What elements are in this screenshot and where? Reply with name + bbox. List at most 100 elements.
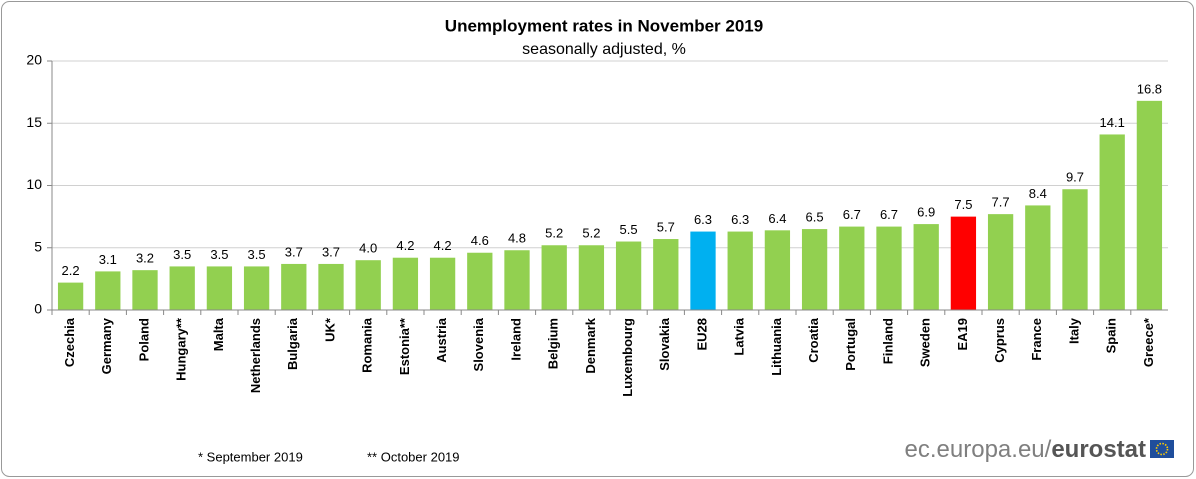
data-label: 5.2 (582, 226, 600, 241)
data-label: 4.0 (359, 241, 377, 256)
data-label: 3.5 (248, 247, 266, 262)
bar (690, 231, 716, 310)
data-label: 6.5 (806, 210, 824, 225)
data-label: 6.4 (768, 211, 786, 226)
x-tick-label: Estonia** (397, 317, 412, 375)
data-label: 6.3 (731, 212, 749, 227)
bar (132, 270, 158, 310)
bar (504, 250, 530, 310)
data-label: 16.8 (1137, 81, 1162, 96)
x-tick-label: Latvia (732, 317, 747, 355)
data-label: 14.1 (1100, 115, 1125, 130)
data-label: 3.5 (210, 247, 228, 262)
bar (876, 226, 902, 310)
data-label: 4.6 (471, 233, 489, 248)
data-label: 3.2 (136, 251, 154, 266)
x-tick-label: Italy (1066, 317, 1081, 344)
bar (281, 263, 307, 310)
x-tick-label: Cyprus (992, 318, 1007, 363)
data-label: 3.7 (322, 244, 340, 259)
source-brand: eurostat (1051, 436, 1146, 463)
eu-flag (1150, 440, 1174, 458)
x-tick-label: Greece* (1141, 317, 1156, 367)
bar (206, 266, 233, 310)
bar (839, 226, 865, 310)
x-tick-label: Hungary** (174, 317, 189, 381)
bar (57, 282, 84, 310)
bar (467, 252, 493, 310)
data-label: 5.2 (545, 226, 563, 241)
data-label: 5.5 (620, 222, 638, 237)
data-label: 3.7 (285, 244, 303, 259)
bar (169, 266, 195, 310)
bar (727, 231, 753, 310)
bar (801, 229, 828, 310)
x-tick-label: EA19 (955, 318, 970, 351)
bar (1062, 189, 1088, 310)
x-tick-label: Lithuania (769, 317, 784, 376)
data-label: 4.2 (396, 238, 414, 253)
data-label: 4.8 (508, 231, 526, 246)
y-tick-label: 15 (26, 114, 42, 130)
y-tick-label: 20 (26, 52, 42, 68)
chart-subtitle: seasonally adjusted, % (522, 41, 686, 58)
x-tick-label: Austria (434, 317, 449, 363)
bar (615, 241, 642, 310)
bar (913, 224, 939, 310)
y-tick-label: 5 (34, 238, 42, 254)
x-tick-label: Ireland (508, 318, 523, 361)
bar (578, 245, 605, 310)
bar (95, 271, 121, 310)
data-label: 6.9 (917, 205, 935, 220)
data-label: 7.5 (954, 197, 972, 212)
data-label: 4.2 (434, 238, 452, 253)
source-site: ec.europa.eu/ (905, 436, 1052, 463)
bar (1136, 100, 1163, 310)
x-tick-label: Netherlands (248, 318, 263, 393)
x-tick-label: Belgium (546, 318, 561, 369)
y-tick-label: 0 (34, 301, 42, 317)
bar (987, 214, 1014, 310)
bar (392, 257, 419, 310)
x-tick-label: Finland (880, 318, 895, 364)
x-tick-label: Luxembourg (620, 318, 635, 397)
x-tick-label: Sweden (918, 318, 933, 367)
x-tick-label: Poland (136, 318, 151, 361)
x-tick-label: Malta (211, 317, 226, 351)
data-label: 3.5 (173, 247, 191, 262)
bar (950, 216, 977, 310)
x-tick-label: Czechia (62, 317, 77, 367)
data-label: 6.7 (880, 207, 898, 222)
x-tick-label: Croatia (806, 317, 821, 363)
source: ec.europa.eu/eurostat (905, 436, 1146, 463)
x-tick-label: Spain (1104, 318, 1119, 353)
bar (1025, 205, 1051, 310)
data-label: 9.7 (1066, 170, 1084, 185)
footnote: * September 2019 (198, 449, 303, 464)
data-label: 7.7 (992, 195, 1010, 210)
data-label: 6.3 (694, 212, 712, 227)
bar (318, 263, 344, 310)
data-label: 8.4 (1029, 186, 1047, 201)
data-label: 3.1 (99, 252, 117, 267)
bar (764, 230, 791, 310)
bar (429, 257, 456, 310)
data-label: 6.7 (843, 207, 861, 222)
y-tick-label: 10 (26, 176, 42, 192)
bar (243, 266, 270, 310)
chart-title: Unemployment rates in November 2019 (445, 16, 763, 35)
x-tick-label: Bulgaria (285, 317, 300, 370)
x-tick-label: UK* (322, 317, 337, 342)
bar (355, 260, 381, 310)
bar (1099, 134, 1125, 310)
x-tick-label: Romania (360, 317, 375, 373)
x-tick-label: EU28 (694, 318, 709, 351)
data-label: 5.7 (657, 219, 675, 234)
x-tick-label: France (1029, 318, 1044, 361)
data-label: 2.2 (62, 263, 80, 278)
x-tick-label: Slovakia (657, 317, 672, 371)
bar (653, 239, 679, 310)
x-tick-label: Slovenia (471, 317, 486, 371)
